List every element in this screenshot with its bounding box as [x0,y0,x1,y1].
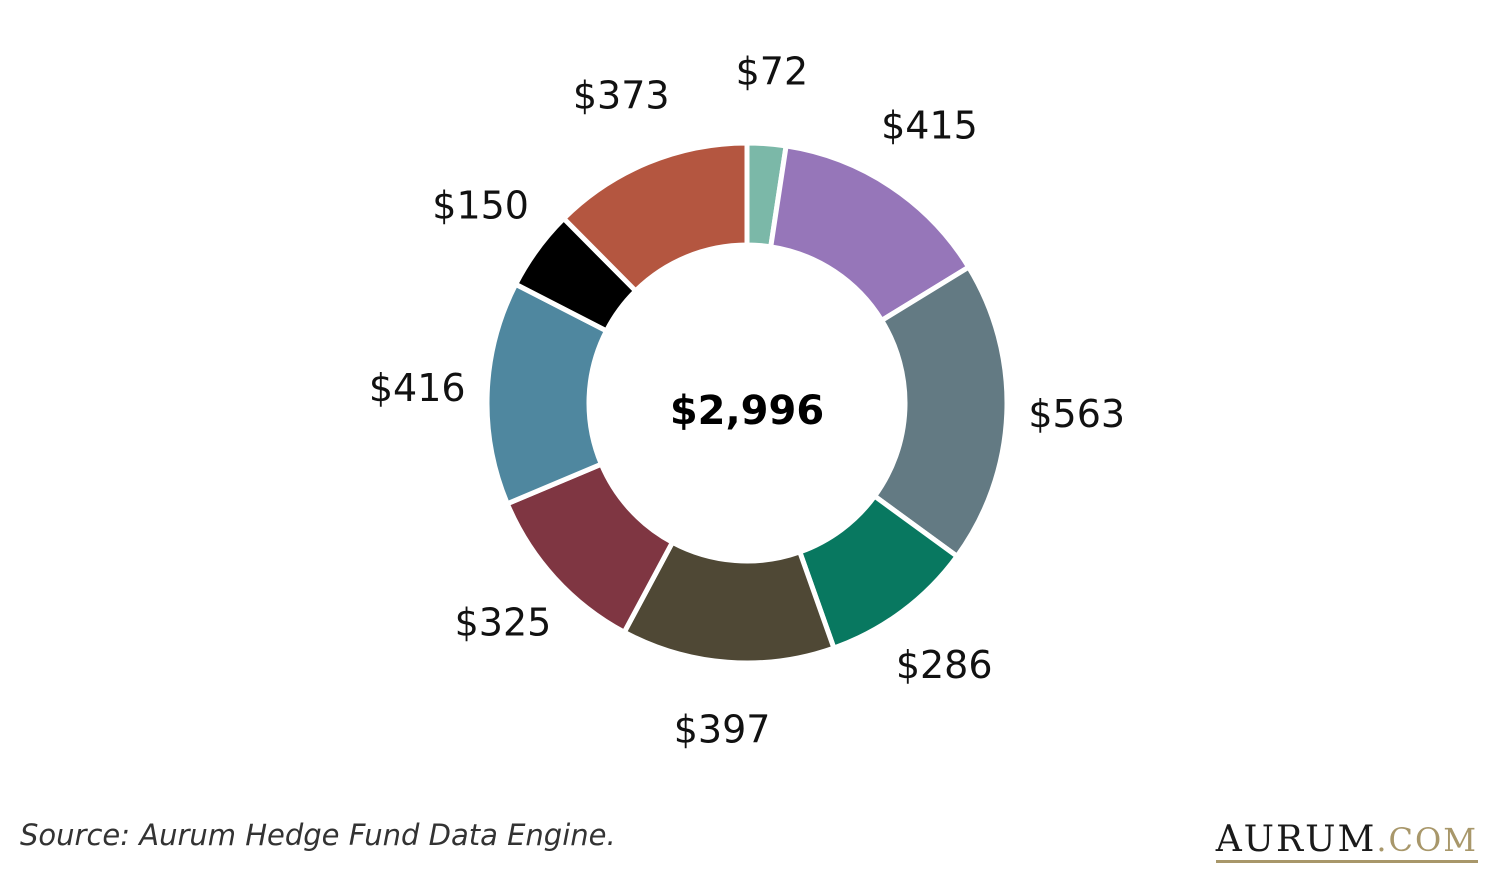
logo-brand: AURUM [1215,819,1377,860]
slice-label-7: $150 [432,184,529,228]
donut-chart: $72 $415 $563 $286 $397 $325 $416 $150 $373 $2,9… [369,49,1125,751]
slice-label-2: $563 [1028,392,1125,436]
slice-label-8: $373 [573,73,670,117]
slice-label-6: $416 [369,366,466,410]
source-note: Source: Aurum Hedge Fund Data Engine. [20,818,616,852]
donut-slices [484,140,1010,666]
slice-label-1: $415 [881,104,978,148]
slice-labels: $72 $415 $563 $286 $397 $325 $416 $150 $373 [369,49,1125,751]
slice-label-3: $286 [896,643,993,687]
slice-2 [871,263,1010,560]
center-total-label: $2,996 [670,388,824,434]
slice-label-0: $72 [736,49,809,93]
logo-tld: .COM [1376,821,1478,859]
slice-8 [560,140,750,295]
slice-label-5: $325 [455,601,552,645]
slice-label-4: $397 [674,708,771,752]
aurum-logo[interactable]: AURUM.COM [1215,819,1478,863]
